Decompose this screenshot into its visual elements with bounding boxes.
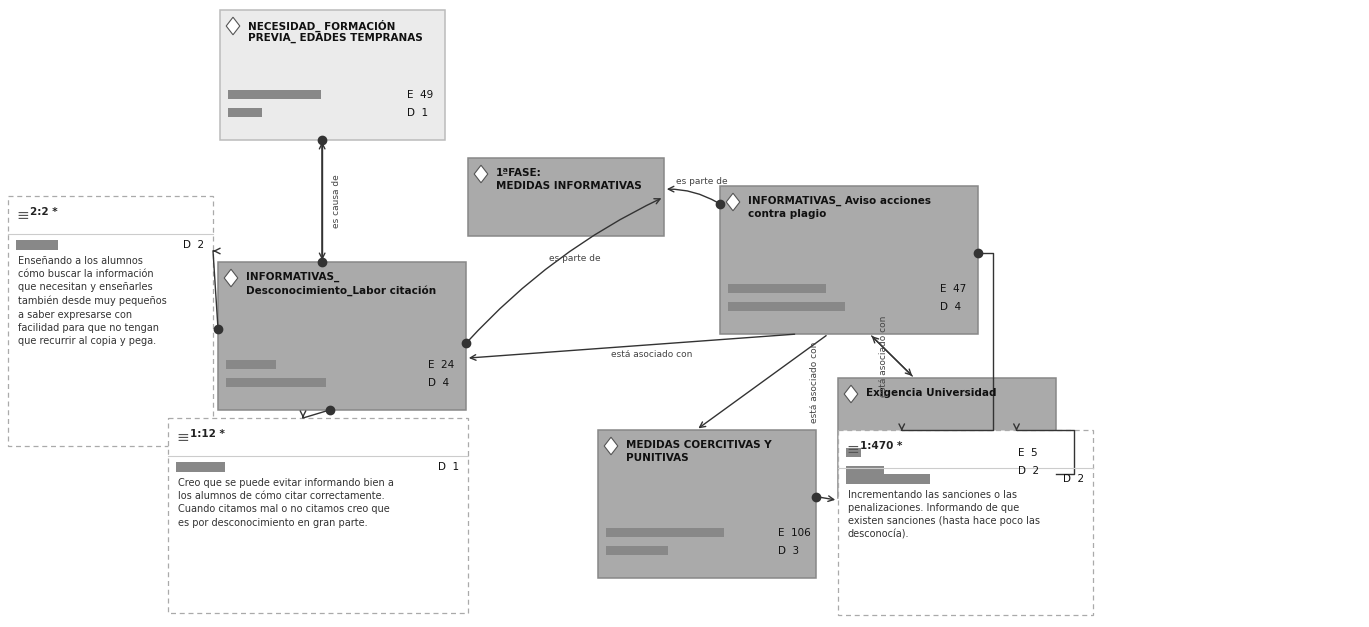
Bar [728, 302, 845, 311]
Text: E  47: E 47 [941, 283, 967, 293]
Polygon shape [726, 193, 739, 211]
Bar [846, 448, 861, 457]
Bar [168, 418, 468, 613]
Bar [846, 474, 930, 484]
Text: está asociado con: está asociado con [879, 315, 888, 397]
Text: PUNITIVAS: PUNITIVAS [626, 453, 689, 463]
Text: ≡: ≡ [177, 430, 189, 445]
Text: D  2: D 2 [1062, 474, 1084, 484]
Text: INFORMATIVAS_ Aviso acciones: INFORMATIVAS_ Aviso acciones [747, 196, 931, 206]
Polygon shape [226, 17, 240, 35]
Bar [16, 240, 57, 250]
Text: 1:12 *: 1:12 * [190, 429, 225, 439]
Text: Desconocimiento_Labor citación: Desconocimiento_Labor citación [246, 285, 437, 296]
Text: D  3: D 3 [778, 545, 799, 556]
Text: PREVIA_ EDADES TEMPRANAS: PREVIA_ EDADES TEMPRANAS [248, 33, 423, 43]
Text: es parte de: es parte de [549, 254, 601, 263]
Text: D  2: D 2 [1019, 465, 1039, 475]
Text: INFORMATIVAS_: INFORMATIVAS_ [246, 272, 340, 282]
Text: MEDIDAS INFORMATIVAS: MEDIDAS INFORMATIVAS [496, 181, 642, 191]
Bar [598, 430, 816, 578]
Text: es causa de: es causa de [331, 174, 341, 228]
Bar [229, 108, 261, 117]
Bar [226, 378, 326, 387]
Text: E  106: E 106 [778, 527, 810, 537]
Text: E  49: E 49 [407, 90, 433, 100]
Text: está asociado con: está asociado con [810, 341, 819, 423]
Bar [218, 262, 465, 410]
Text: Enseñando a los alumnos
cómo buscar la información
que necesitan y enseñarles
ta: Enseñando a los alumnos cómo buscar la i… [18, 256, 167, 346]
Text: E  5: E 5 [1019, 448, 1038, 458]
Bar [846, 466, 884, 475]
Polygon shape [604, 437, 617, 455]
Polygon shape [474, 165, 487, 183]
Bar [838, 430, 1092, 615]
Bar [8, 196, 214, 446]
Text: contra plagio: contra plagio [747, 209, 827, 219]
Bar [229, 90, 320, 99]
Text: 1:470 *: 1:470 * [860, 441, 902, 451]
Text: Incrementando las sanciones o las
penalizaciones. Informando de que
existen sanc: Incrementando las sanciones o las penali… [847, 490, 1040, 540]
Bar [720, 186, 977, 334]
Polygon shape [845, 385, 858, 403]
Text: 2:2 *: 2:2 * [30, 207, 57, 217]
Bar [220, 10, 445, 140]
Text: MEDIDAS COERCITIVAS Y: MEDIDAS COERCITIVAS Y [626, 440, 772, 450]
Text: D  4: D 4 [428, 377, 449, 387]
Text: está asociado con: está asociado con [611, 350, 693, 359]
Text: D  1: D 1 [438, 462, 459, 472]
Text: Creo que se puede evitar informando bien a
los alumnos de cómo citar correctamen: Creo que se puede evitar informando bien… [178, 478, 394, 527]
Text: D  2: D 2 [183, 240, 204, 250]
Text: NECESIDAD_ FORMACIÓN: NECESIDAD_ FORMACIÓN [248, 20, 396, 32]
Text: Exigencia Universidad: Exigencia Universidad [867, 388, 997, 398]
Bar [177, 462, 225, 472]
Bar [226, 360, 275, 369]
Bar [728, 284, 826, 293]
Bar [606, 546, 668, 555]
Text: D  4: D 4 [941, 302, 961, 312]
Text: ≡: ≡ [846, 442, 858, 457]
Bar [468, 158, 664, 236]
Text: 1ªFASE:: 1ªFASE: [496, 168, 542, 178]
Text: ≡: ≡ [16, 208, 29, 223]
Text: E  24: E 24 [428, 359, 455, 369]
Text: D  1: D 1 [407, 107, 428, 117]
Bar [606, 528, 724, 537]
Polygon shape [225, 269, 238, 287]
Bar [838, 378, 1055, 498]
Text: es parte de: es parte de [676, 177, 728, 186]
